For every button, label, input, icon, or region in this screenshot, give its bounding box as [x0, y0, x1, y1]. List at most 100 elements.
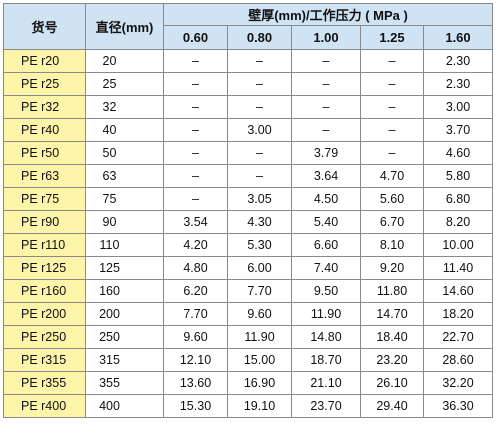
header-pressure: 1.60 [423, 25, 493, 50]
table-row: PE r250 250 9.60 11.90 14.80 18.40 22.70 [3, 325, 493, 349]
product-code-cell: PE r250 [3, 325, 86, 349]
wall-thickness-cell: 8.20 [423, 210, 493, 234]
wall-thickness-cell: 5.40 [291, 210, 361, 234]
wall-thickness-cell: 14.80 [291, 325, 361, 349]
wall-thickness-cell: 26.10 [360, 371, 424, 395]
table-row: PE r63 63– –3.64 4.70 5.80 [3, 164, 493, 188]
table-row: PE r315 315 12.10 15.00 18.70 23.20 28.60 [3, 348, 493, 372]
product-code-cell: PE r50 [3, 141, 86, 165]
wall-thickness-cell: 3.05 [227, 187, 292, 211]
table-row: PE r125 125 4.80 6.00 7.40 9.20 11.40 [3, 256, 493, 280]
header-pressure: 0.80 [227, 25, 292, 50]
wall-thickness-cell: – [163, 118, 228, 142]
wall-thickness-cell: 15.30 [163, 394, 228, 418]
table-row: PE r160 160 6.20 7.70 9.50 11.80 14.60 [3, 279, 493, 303]
wall-thickness-cell: 14.70 [360, 302, 424, 326]
product-code-cell: PE r355 [3, 371, 86, 395]
wall-thickness-cell: – [291, 72, 361, 96]
wall-thickness-cell: 3.79 [291, 141, 361, 165]
wall-thickness-cell: 5.80 [423, 164, 493, 188]
wall-thickness-cell: 6.70 [360, 210, 424, 234]
table-row: PE r20 20– – – –2.30 [3, 49, 493, 73]
wall-thickness-cell: 36.30 [423, 394, 493, 418]
wall-thickness-cell: 19.10 [227, 394, 292, 418]
wall-thickness-cell: 12.10 [163, 348, 228, 372]
wall-thickness-cell: – [227, 49, 292, 73]
wall-thickness-cell: 11.90 [227, 325, 292, 349]
table-row: PE r200 200 7.70 9.60 11.90 14.70 18.20 [3, 302, 493, 326]
wall-thickness-cell: 9.20 [360, 256, 424, 280]
wall-thickness-cell: 7.70 [163, 302, 228, 326]
wall-thickness-cell: – [291, 118, 361, 142]
wall-thickness-cell: – [227, 72, 292, 96]
wall-thickness-cell: – [291, 95, 361, 119]
wall-thickness-cell: 6.60 [291, 233, 361, 257]
table-row: PE r50 50– –3.79–4.60 [3, 141, 493, 165]
wall-thickness-cell: 3.70 [423, 118, 493, 142]
wall-thickness-cell: 5.60 [360, 187, 424, 211]
diameter-cell: 400 [85, 394, 164, 418]
wall-thickness-cell: 3.00 [227, 118, 292, 142]
wall-thickness-cell: 8.10 [360, 233, 424, 257]
product-code-cell: PE r32 [3, 95, 86, 119]
diameter-cell: 160 [85, 279, 164, 303]
header-pressure: 0.60 [163, 25, 228, 50]
wall-thickness-cell: – [163, 49, 228, 73]
product-code-cell: PE r125 [3, 256, 86, 280]
wall-thickness-cell: 18.20 [423, 302, 493, 326]
wall-thickness-cell: 11.40 [423, 256, 493, 280]
header-pressure: 1.25 [360, 25, 424, 50]
wall-thickness-cell: 23.20 [360, 348, 424, 372]
wall-thickness-cell: 3.54 [163, 210, 228, 234]
diameter-cell: 200 [85, 302, 164, 326]
wall-thickness-cell: 11.80 [360, 279, 424, 303]
spec-table: 货号 直径(mm) 壁厚(mm)/工作压力 ( MPa ) 0.60 0.80 … [3, 3, 493, 418]
diameter-cell: 50 [85, 141, 164, 165]
header-pressure: 1.00 [291, 25, 361, 50]
product-code-cell: PE r315 [3, 348, 86, 372]
wall-thickness-cell: 4.20 [163, 233, 228, 257]
wall-thickness-cell: 6.20 [163, 279, 228, 303]
wall-thickness-cell: – [360, 49, 424, 73]
diameter-cell: 32 [85, 95, 164, 119]
table-row: PE r110 110 4.20 5.30 6.60 8.10 10.00 [3, 233, 493, 257]
wall-thickness-cell: 32.20 [423, 371, 493, 395]
wall-thickness-cell: 23.70 [291, 394, 361, 418]
wall-thickness-cell: 18.40 [360, 325, 424, 349]
diameter-cell: 63 [85, 164, 164, 188]
wall-thickness-cell: 28.60 [423, 348, 493, 372]
wall-thickness-cell: 6.80 [423, 187, 493, 211]
product-code-cell: PE r160 [3, 279, 86, 303]
wall-thickness-cell: – [360, 95, 424, 119]
wall-thickness-cell: – [227, 164, 292, 188]
wall-thickness-cell: 29.40 [360, 394, 424, 418]
header-code: 货号 [3, 3, 86, 50]
wall-thickness-cell: 9.60 [227, 302, 292, 326]
wall-thickness-cell: 22.70 [423, 325, 493, 349]
product-code-cell: PE r25 [3, 72, 86, 96]
wall-thickness-cell: 10.00 [423, 233, 493, 257]
wall-thickness-cell: 4.60 [423, 141, 493, 165]
wall-thickness-cell: – [360, 141, 424, 165]
diameter-cell: 40 [85, 118, 164, 142]
wall-thickness-cell: 16.90 [227, 371, 292, 395]
product-code-cell: PE r75 [3, 187, 86, 211]
wall-thickness-cell: 5.30 [227, 233, 292, 257]
wall-thickness-cell: – [163, 141, 228, 165]
wall-thickness-cell: 3.00 [423, 95, 493, 119]
wall-thickness-cell: – [227, 141, 292, 165]
wall-thickness-cell: 9.50 [291, 279, 361, 303]
product-code-cell: PE r110 [3, 233, 86, 257]
product-code-cell: PE r63 [3, 164, 86, 188]
product-code-cell: PE r200 [3, 302, 86, 326]
diameter-cell: 90 [85, 210, 164, 234]
diameter-cell: 110 [85, 233, 164, 257]
table-body: PE r20 20– – – –2.30 PE r25 25– – – –2.30 PE r32 32… [3, 49, 493, 418]
wall-thickness-cell: – [163, 164, 228, 188]
diameter-cell: 250 [85, 325, 164, 349]
wall-thickness-cell: 4.80 [163, 256, 228, 280]
wall-thickness-cell: – [291, 49, 361, 73]
product-code-cell: PE r20 [3, 49, 86, 73]
wall-thickness-cell: – [360, 118, 424, 142]
table-row: PE r355 355 13.60 16.90 21.10 26.10 32.20 [3, 371, 493, 395]
